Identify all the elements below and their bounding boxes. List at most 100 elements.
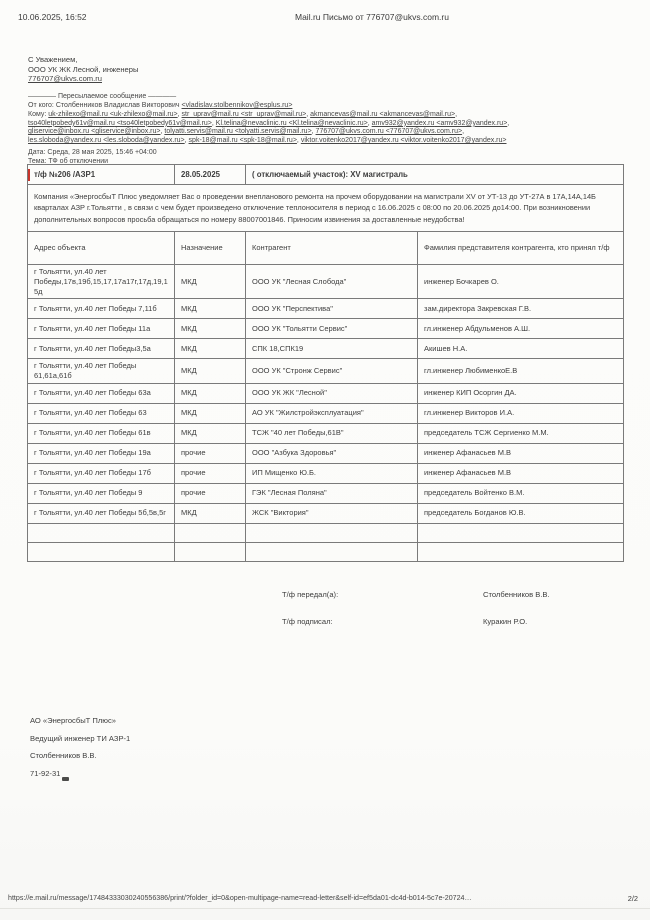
table-cell: прочие [174,442,246,464]
table-row: г Тольятти, ул.40 лет Победы 17б прочие ИП… [27,462,625,484]
recipient-email-link[interactable]: gliservice@inbox.ru [28,128,90,136]
from-label: От кого: [28,102,54,110]
table-cell [416,522,625,543]
table-cell: ООО "Азбука Здоровья" [245,442,418,464]
sender-block: С Уважением, ООО УК ЖК Лесной, инженеры … [28,55,138,84]
recipient-email-link[interactable]: 776707@ukvs.com.ru [315,128,384,136]
sender-email-link[interactable]: 776707@ukvs.com.ru [28,74,102,84]
recipient-email-link[interactable]: <les.sloboda@yandex.ru> [101,136,185,144]
recipient-email-link[interactable]: <776707@ukvs.com.ru> [383,128,463,136]
recipient-email-link[interactable]: akmancevas@mail.ru [310,111,378,119]
table-cell: ООО УК ЖК "Лесной" [245,382,418,404]
from-name: Столбенников Владислав Викторович [55,102,180,110]
table-cell: г Тольятти, ул.40 лет Победы3,5а [27,338,175,360]
ink-smudge [62,777,69,781]
table-cell: г Тольятти, ул.40 лет Победы 63а [27,382,175,404]
disconnection-notice-table: т/ф №206 /АЗР1 28.05.2025 ( отключаемый … [26,164,625,562]
recipient-email-link[interactable]: <akmancevas@mail.ru> [377,111,456,119]
recipient-email-link[interactable]: tso40letpobedy61v@mail.ru [28,119,115,127]
table-cell: МКД [174,382,246,404]
table-row [27,541,625,562]
table-cell: председатель ТСЖ Сергиенко М.М. [416,422,625,444]
recipient-email-link[interactable]: les.sloboda@yandex.ru [28,136,102,144]
sender-company: ООО УК ЖК Лесной, инженеры [28,64,139,74]
recipients-list: uk-zhilexo@mail.ru <uk-zhilexo@mail.ru>,… [28,111,510,144]
table-cell: ГЭК "Лесная Поляна" [245,482,418,504]
table-row: г Тольятти, ул.40 лет Победы 19а прочие ОО… [27,442,625,464]
table-cell: прочие [174,482,246,504]
table-cell: МКД [174,318,246,340]
recipient-email-link[interactable]: Kl.telina@nevaclinic.ru [215,119,287,127]
table-cell: инженер Афанасьев М.В [416,442,625,464]
table-cell: ООО УК "Перспектива" [245,298,418,320]
table-cell: МКД [174,402,246,424]
recipient-email-link[interactable]: <Kl.telina@nevaclinic.ru> [286,119,368,127]
table-cell: г Тольятти, ул.40 лет Победы 63 [27,402,175,424]
table-cell: МКД [174,422,246,444]
recipient-email-link[interactable]: tolyatti.servis@mail.ru [164,128,233,136]
table-cell: МКД [174,358,246,384]
table-cell: гл.инженер ЛюбименкоЕ.В [416,358,625,384]
to-label: Кому: [28,111,47,119]
recipient-email-link[interactable]: uk-zhilexo@mail.ru [48,111,108,119]
table-cell: г Тольятти, ул.40 лет Победы,17в,19б,15,… [27,263,175,300]
signature-position: Ведущий инженер ТИ АЗР-1 [30,733,131,743]
recipient-email-link[interactable]: viktor.voitenko2017@yandex.ru [300,136,399,144]
forward-from-line: От кого: Столбенников Владислав Викторов… [28,102,624,111]
forward-to-line: Кому: uk-zhilexo@mail.ru <uk-zhilexo@mai… [28,111,624,145]
recipient-email-link[interactable]: <amv932@yandex.ru> [434,119,508,127]
tf-number-cell: т/ф №206 /АЗР1 [27,164,175,185]
table-cell [416,541,625,562]
print-timestamp: 10.06.2025, 16:52 [18,12,87,22]
signature-phone: 71-92-31 [30,768,61,778]
print-footer-url[interactable]: https://e.mail.ru/message/17484333030240… [8,894,472,902]
table-cell [174,541,246,562]
table-row: г Тольятти, ул.40 лет Победы 61,61а,61б М… [27,358,625,384]
recipient-email-link[interactable]: spk-18@mail.ru [188,136,238,144]
table-cell: ООО УК "Стронж Сервис" [245,358,418,384]
table-cell: ООО УК "Лесная Слобода" [245,263,418,300]
recipient-email-link[interactable]: <str_uprav@mail.ru> [238,111,307,119]
column-header-row: Адрес объекта Назначение Контрагент Фами… [27,231,625,265]
table-cell: СПК 18,СПК19 [245,338,418,360]
from-email-link[interactable]: <vladislav.stolbennikov@esplus.ru> [181,102,293,110]
table-cell: инженер Афанасьев М.В [416,462,625,484]
table-row: г Тольятти, ул.40 лет Победы 7,11б МКД ООО… [27,298,625,320]
recipient-email-link[interactable]: <tso40letpobedy61v@mail.ru> [114,119,212,127]
col-header-purpose: Назначение [174,231,246,265]
forward-divider: ———— Пересылаемое сообщение ———— [28,93,177,100]
recipient-email-link[interactable]: <gliservice@inbox.ru> [89,128,161,136]
table-cell [27,522,175,543]
table-cell: г Тольятти, ул.40 лет Победы 61,61а,61б [27,358,175,384]
notice-text: Компания «ЭнергосбыТ Плюс уведомляет Вас… [26,184,625,232]
table-cell [245,522,418,543]
table-cell: г Тольятти, ул.40 лет Победы 11а [27,318,175,340]
recipient-email-link[interactable]: <spk-18@mail.ru> [237,136,297,144]
forward-date-line: Дата: Среда, 28 мая 2025, 15:46 +04:00 [28,148,157,156]
recipient-email-link[interactable]: str_uprav@mail.ru [181,111,239,119]
table-cell: ООО УК "Тольятти Сервис" [245,318,418,340]
table-cell: МКД [174,338,246,360]
col-header-address: Адрес объекта [27,231,175,265]
table-cell: зам.директора Закревская Г.В. [416,298,625,320]
tf-passed-label: Т/ф передал(а): [282,590,339,599]
table-cell: г Тольятти, ул.40 лет Победы 19а [27,442,175,464]
table-row: г Тольятти, ул.40 лет Победы 61в МКД ТСЖ "… [27,422,625,444]
recipient-email-link[interactable]: <viktor.voitenko2017@yandex.ru> [398,136,507,144]
table-row: г Тольятти, ул.40 лет Победы 9 прочие ГЭК … [27,482,625,504]
table-row: г Тольятти, ул.40 лет Победы 5б,5в,5г МКД… [27,502,625,524]
table-cell: АО УК "Жилстройэксплуатация" [245,402,418,424]
table-cell: ЖСК "Виктория" [245,502,418,524]
forward-subject-line: Тема: ТФ об отключении [28,157,109,165]
recipient-email-link[interactable]: <uk-zhilexo@mail.ru> [107,111,178,119]
table-row: г Тольятти, ул.40 лет Победы 63 МКД АО УК … [27,402,625,424]
print-page-number: 2/2 [627,894,638,903]
recipient-email-link[interactable]: <tolyatti.servis@mail.ru> [232,128,312,136]
table-cell: г Тольятти, ул.40 лет Победы 9 [27,482,175,504]
table-cell: г Тольятти, ул.40 лет Победы 17б [27,462,175,484]
recipient-email-link[interactable]: amv932@yandex.ru [371,119,435,127]
table-row: г Тольятти, ул.40 лет Победы3,5а МКД СПК 1… [27,338,625,360]
notice-row: Компания «ЭнергосбыТ Плюс уведомляет Вас… [26,184,625,232]
table-cell: инженер Бочкарев О. [416,263,625,300]
